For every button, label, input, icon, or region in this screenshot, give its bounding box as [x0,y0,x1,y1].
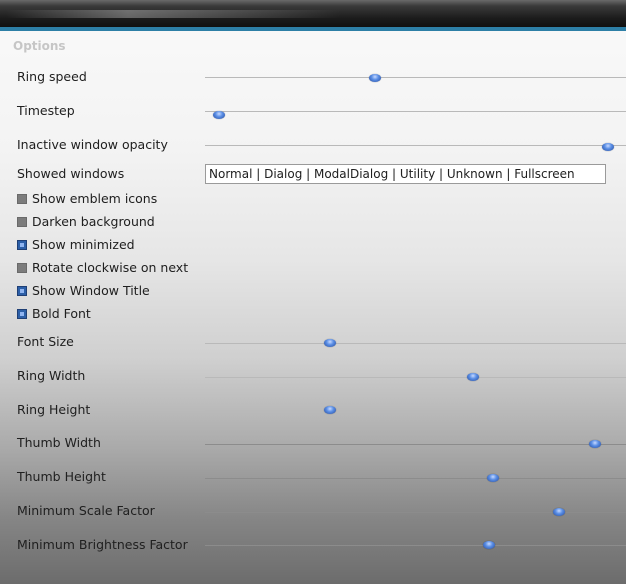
unchecked-box-icon [17,194,27,204]
timestep-label: Timestep [17,103,75,118]
minimum-brightness-factor-label: Minimum Brightness Factor [17,537,188,552]
show-emblem-icons-checkbox[interactable]: Show emblem icons [17,191,157,207]
rotate-clockwise-checkbox[interactable]: Rotate clockwise on next [17,260,188,276]
bold-font-checkbox[interactable]: Bold Font [17,306,91,322]
ring-height-label: Ring Height [17,402,91,417]
ring-height-slider-thumb[interactable] [324,406,336,414]
unchecked-box-icon [17,217,27,227]
show-minimized-checkbox[interactable]: Show minimized [17,237,135,253]
inactive-window-opacity-slider-thumb[interactable] [602,143,614,151]
timestep-slider-thumb[interactable] [213,111,225,119]
thumb-height-slider-thumb[interactable] [487,474,499,482]
minimum-brightness-factor-slider-thumb[interactable] [483,541,495,549]
ring-speed-slider[interactable] [205,74,626,82]
font-size-slider-thumb[interactable] [324,339,336,347]
minimum-scale-factor-slider-thumb[interactable] [553,508,565,516]
unchecked-box-icon [17,263,27,273]
section-title: Options [13,39,66,53]
showed-windows-label: Showed windows [17,166,125,181]
thumb-width-label: Thumb Width [17,435,101,450]
bold-font-label: Bold Font [32,306,91,321]
show-window-title-checkbox[interactable]: Show Window Title [17,283,150,299]
timestep-slider[interactable] [205,111,626,119]
minimum-brightness-factor-slider[interactable] [205,541,626,549]
ring-speed-slider-thumb[interactable] [369,74,381,82]
ring-width-slider[interactable] [205,373,626,381]
minimum-scale-factor-label: Minimum Scale Factor [17,503,155,518]
thumb-height-slider[interactable] [205,474,626,482]
font-size-slider[interactable] [205,339,626,347]
font-size-label: Font Size [17,334,74,349]
ring-height-slider[interactable] [205,406,626,414]
show-emblem-icons-label: Show emblem icons [32,191,158,206]
rotate-clockwise-label: Rotate clockwise on next [32,260,189,275]
thumb-width-slider[interactable] [205,440,626,448]
show-window-title-label: Show Window Title [32,283,150,298]
title-bar-highlight [6,10,616,18]
checked-box-icon [17,286,27,296]
inactive-window-opacity-label: Inactive window opacity [17,137,168,152]
ring-speed-label: Ring speed [17,69,87,84]
ring-width-label: Ring Width [17,368,86,383]
title-bar-accent-line [0,27,626,31]
thumb-width-slider-thumb[interactable] [589,440,601,448]
show-minimized-label: Show minimized [32,237,135,252]
ring-width-slider-thumb[interactable] [467,373,479,381]
checked-box-icon [17,240,27,250]
inactive-window-opacity-slider[interactable] [205,143,626,151]
darken-background-label: Darken background [32,214,155,229]
minimum-scale-factor-slider[interactable] [205,508,626,516]
checked-box-icon [17,309,27,319]
title-bar [0,0,626,30]
showed-windows-field[interactable]: Normal | Dialog | ModalDialog | Utility … [205,164,606,184]
thumb-height-label: Thumb Height [17,469,106,484]
darken-background-checkbox[interactable]: Darken background [17,214,155,230]
